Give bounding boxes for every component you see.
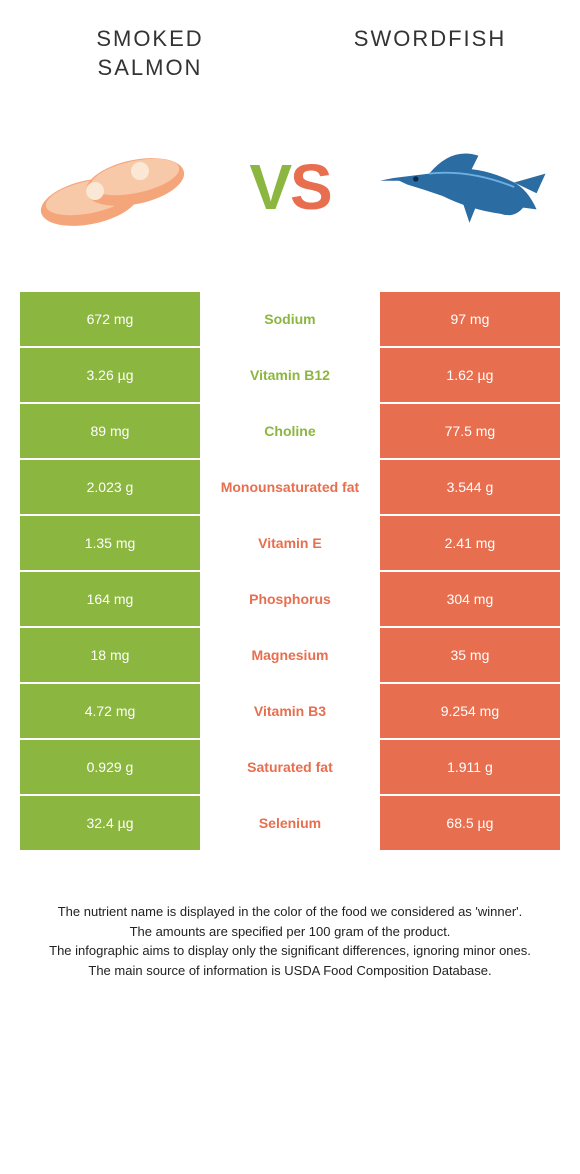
- table-row: 3.26 µgVitamin B121.62 µg: [20, 348, 560, 402]
- footer-line: The amounts are specified per 100 gram o…: [30, 922, 550, 942]
- table-row: 18 mgMagnesium35 mg: [20, 628, 560, 682]
- left-value: 4.72 mg: [20, 684, 200, 738]
- right-value: 3.544 g: [380, 460, 560, 514]
- table-row: 89 mgCholine77.5 mg: [20, 404, 560, 458]
- table-row: 672 mgSodium97 mg: [20, 292, 560, 346]
- table-row: 164 mgPhosphorus304 mg: [20, 572, 560, 626]
- table-row: 32.4 µgSelenium68.5 µg: [20, 796, 560, 850]
- footer-notes: The nutrient name is displayed in the co…: [0, 852, 580, 1000]
- left-value: 2.023 g: [20, 460, 200, 514]
- food-title-left: SMOKED SALMON: [50, 25, 250, 82]
- left-value: 32.4 µg: [20, 796, 200, 850]
- left-value: 672 mg: [20, 292, 200, 346]
- left-value: 3.26 µg: [20, 348, 200, 402]
- nutrient-name: Magnesium: [200, 628, 380, 682]
- nutrient-name: Monounsaturated fat: [200, 460, 380, 514]
- nutrient-name: Vitamin B3: [200, 684, 380, 738]
- right-value: 9.254 mg: [380, 684, 560, 738]
- images-row: VS: [0, 92, 580, 292]
- salmon-image: [30, 122, 200, 252]
- vs-v: V: [249, 151, 290, 223]
- right-value: 35 mg: [380, 628, 560, 682]
- table-row: 1.35 mgVitamin E2.41 mg: [20, 516, 560, 570]
- right-value: 1.911 g: [380, 740, 560, 794]
- nutrient-name: Sodium: [200, 292, 380, 346]
- header: SMOKED SALMON SWORDFISH: [0, 0, 580, 92]
- left-value: 18 mg: [20, 628, 200, 682]
- table-row: 2.023 gMonounsaturated fat3.544 g: [20, 460, 560, 514]
- swordfish-image: [380, 122, 550, 252]
- nutrient-name: Vitamin E: [200, 516, 380, 570]
- vs-s: S: [290, 151, 331, 223]
- right-value: 304 mg: [380, 572, 560, 626]
- nutrient-name: Phosphorus: [200, 572, 380, 626]
- footer-line: The main source of information is USDA F…: [30, 961, 550, 981]
- comparison-table: 672 mgSodium97 mg3.26 µgVitamin B121.62 …: [20, 292, 560, 850]
- left-value: 1.35 mg: [20, 516, 200, 570]
- right-value: 2.41 mg: [380, 516, 560, 570]
- footer-line: The infographic aims to display only the…: [30, 941, 550, 961]
- nutrient-name: Saturated fat: [200, 740, 380, 794]
- left-value: 0.929 g: [20, 740, 200, 794]
- left-value: 89 mg: [20, 404, 200, 458]
- right-value: 68.5 µg: [380, 796, 560, 850]
- right-value: 77.5 mg: [380, 404, 560, 458]
- food-title-right: SWORDFISH: [330, 25, 530, 82]
- nutrient-name: Choline: [200, 404, 380, 458]
- right-value: 97 mg: [380, 292, 560, 346]
- nutrient-name: Vitamin B12: [200, 348, 380, 402]
- footer-line: The nutrient name is displayed in the co…: [30, 902, 550, 922]
- table-row: 0.929 gSaturated fat1.911 g: [20, 740, 560, 794]
- table-row: 4.72 mgVitamin B39.254 mg: [20, 684, 560, 738]
- nutrient-name: Selenium: [200, 796, 380, 850]
- left-value: 164 mg: [20, 572, 200, 626]
- vs-label: VS: [249, 150, 330, 224]
- right-value: 1.62 µg: [380, 348, 560, 402]
